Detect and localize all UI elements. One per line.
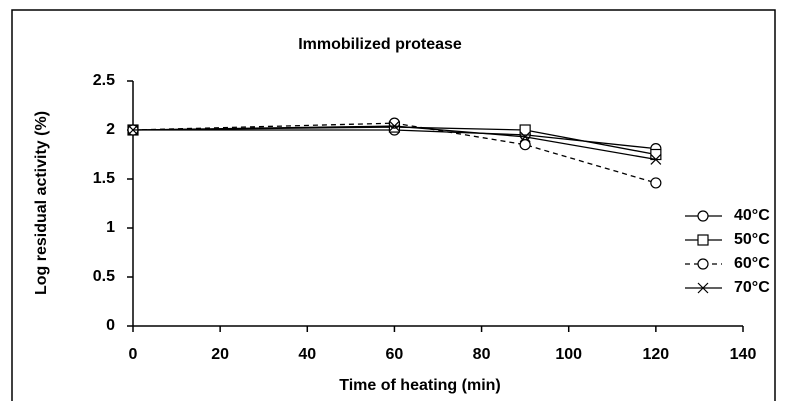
y-tick-label: 2.5	[93, 72, 115, 89]
frame	[11, 9, 776, 401]
series-line	[132, 122, 657, 184]
marker	[697, 258, 709, 270]
marker	[127, 124, 139, 136]
x-tick-label: 140	[730, 346, 757, 363]
x-tick-label: 40	[298, 346, 316, 363]
legend-label: 60°C	[734, 255, 770, 272]
y-tick-label: 1.5	[93, 170, 115, 187]
marker	[697, 282, 709, 294]
marker	[650, 148, 662, 161]
x-tick-label: 0	[129, 346, 138, 363]
marker	[697, 210, 709, 222]
legend-label: 50°C	[734, 231, 770, 248]
y-tick-label: 0	[106, 317, 115, 334]
x-tick-label: 60	[386, 346, 404, 363]
y-tick-label: 0.5	[93, 268, 115, 285]
y-tick-label: 1	[106, 219, 115, 236]
x-tick-label: 20	[211, 346, 229, 363]
marker	[697, 234, 709, 246]
y-tick-label: 2	[106, 121, 115, 138]
marker	[650, 177, 662, 189]
marker	[650, 153, 662, 165]
series-line	[132, 125, 656, 161]
marker	[519, 139, 531, 151]
marker	[519, 131, 531, 143]
x-tick-label: 120	[643, 346, 670, 363]
y-axis-label: Log residual activity (%)	[33, 111, 50, 295]
x-tick-label: 100	[555, 346, 582, 363]
legend-label: 70°C	[734, 279, 770, 296]
marker	[389, 120, 400, 132]
x-axis-label: Time of heating (min)	[339, 377, 500, 394]
legend-label: 40°C	[734, 207, 770, 224]
marker	[519, 124, 531, 136]
chart-title: Immobilized protease	[298, 36, 462, 53]
x-tick-label: 80	[473, 346, 491, 363]
